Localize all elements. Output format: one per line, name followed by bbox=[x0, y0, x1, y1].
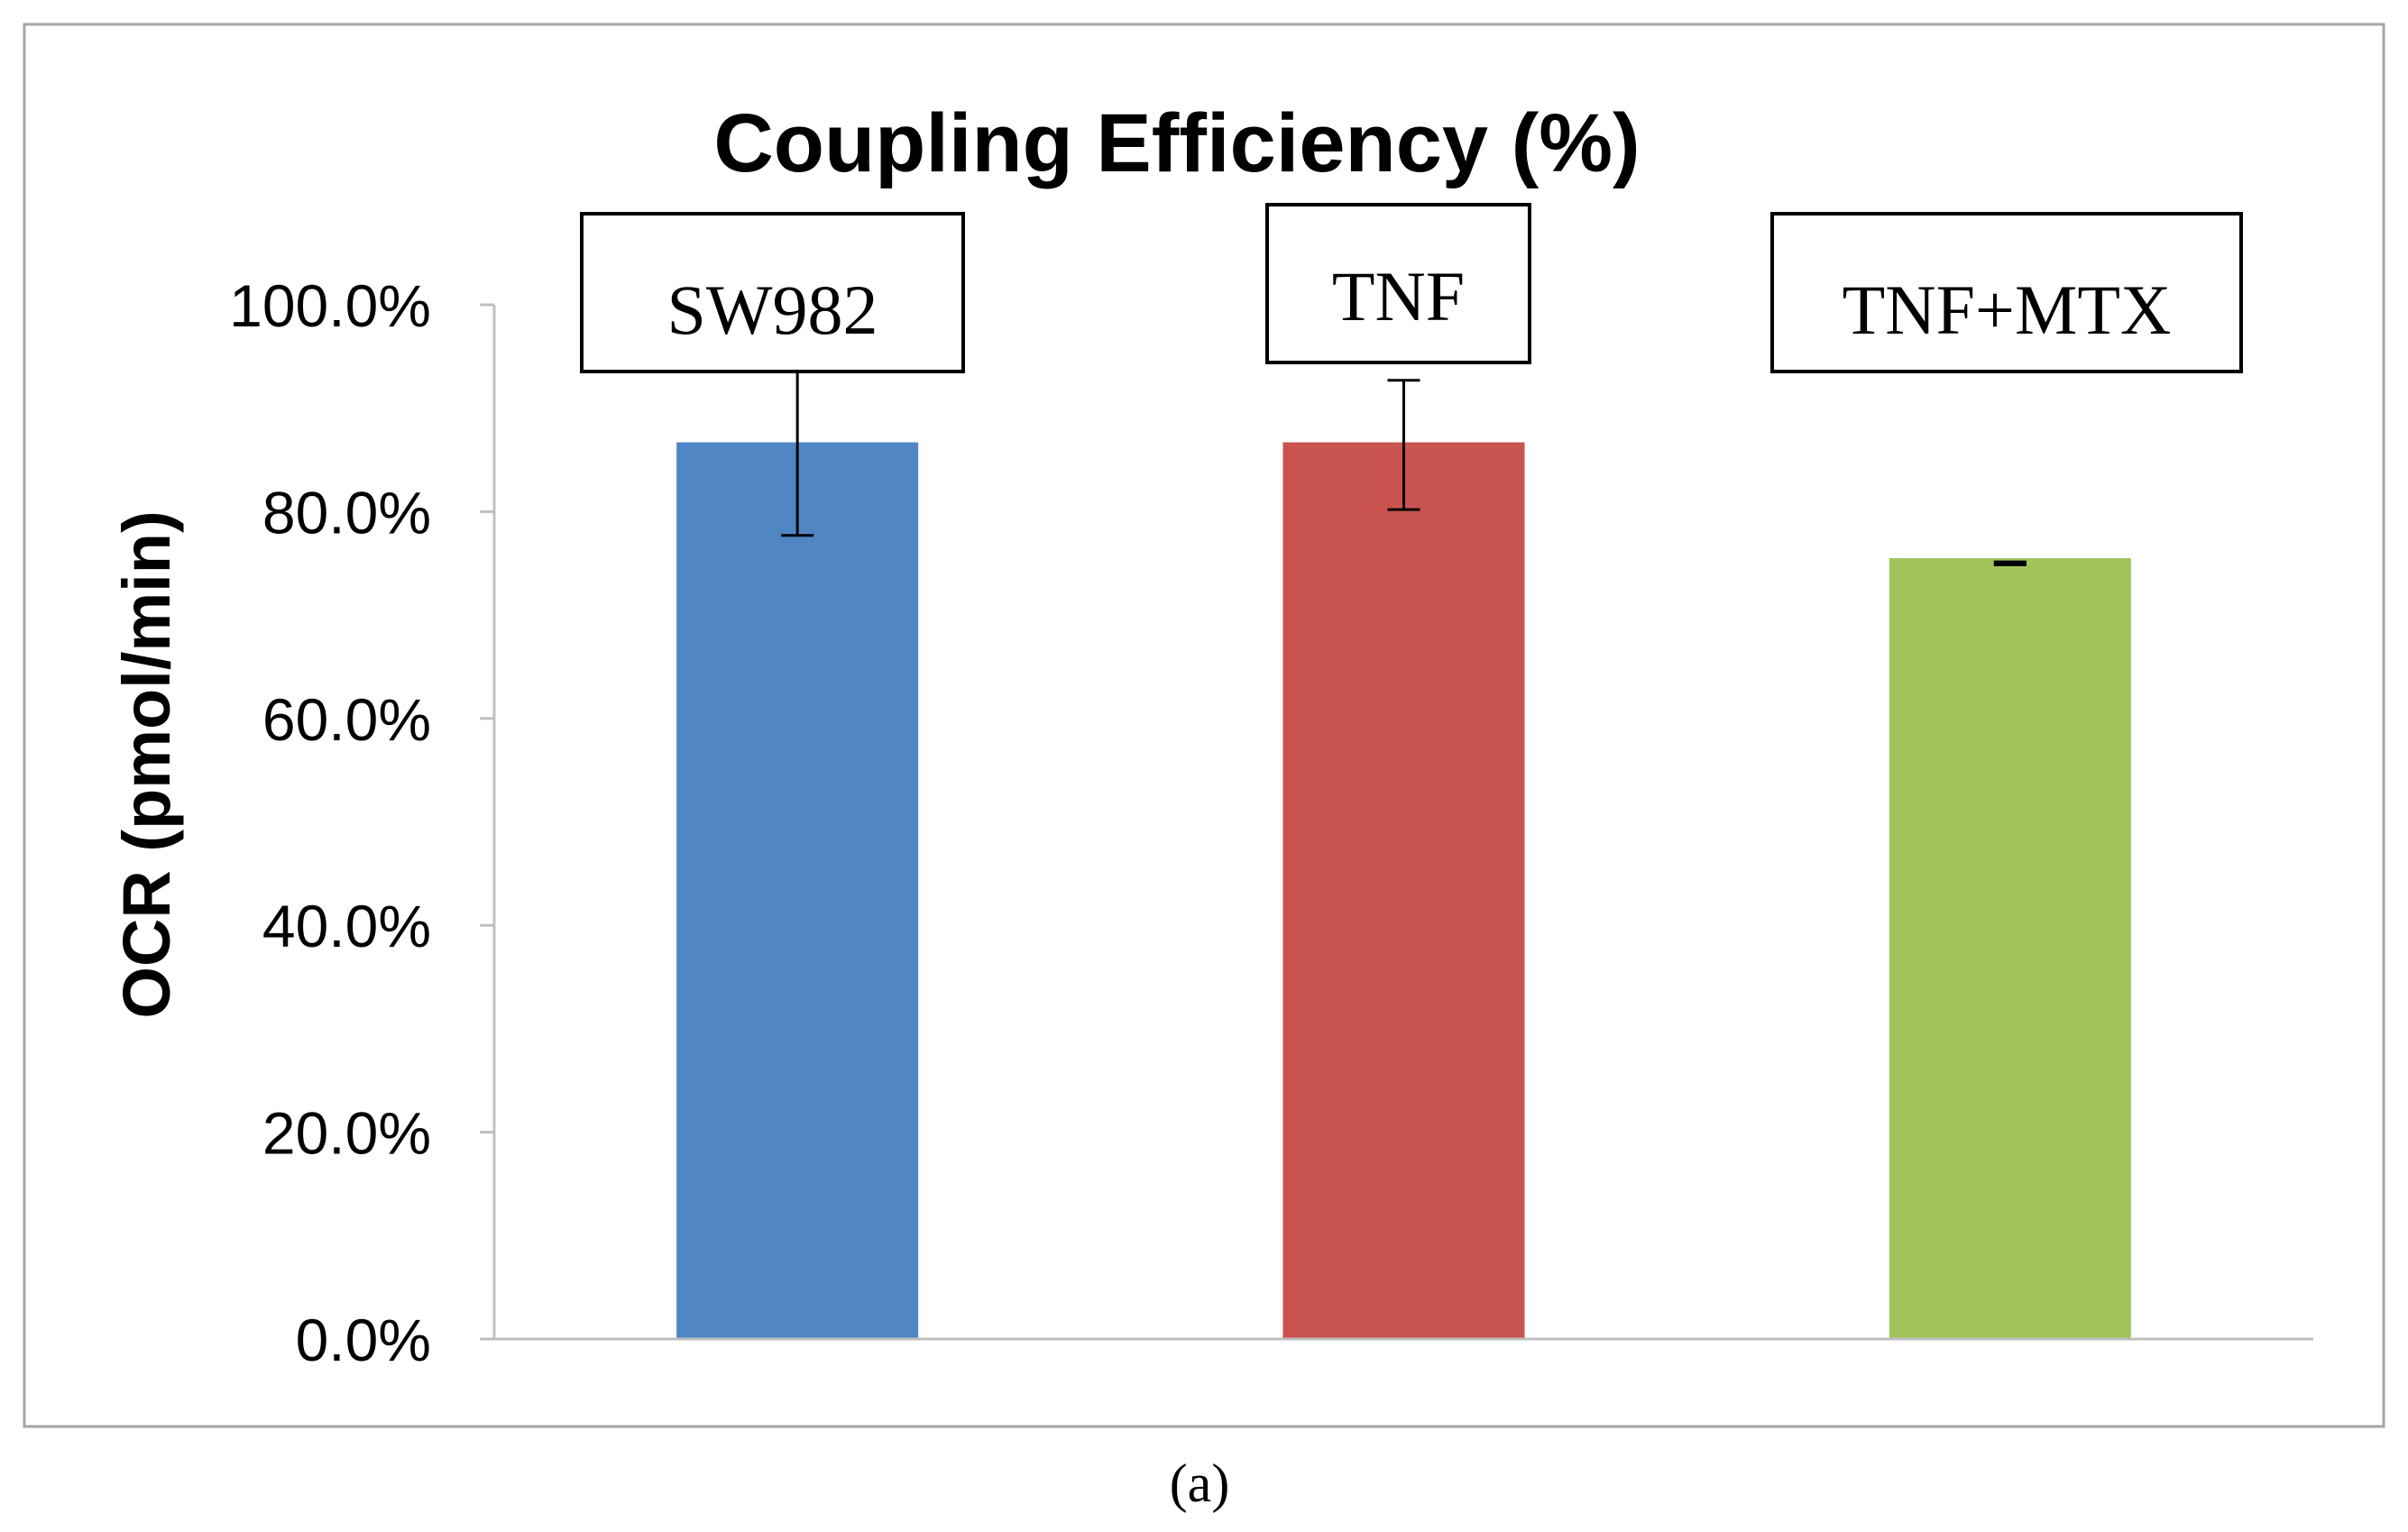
category-label: SW982 bbox=[667, 271, 878, 349]
y-tick-label: 60.0% bbox=[262, 686, 431, 753]
category-label-box bbox=[580, 212, 965, 373]
category-labels: SW982 TNF TNF+MTX bbox=[580, 203, 2243, 373]
category-label: TNF bbox=[1332, 257, 1465, 335]
category-label: TNF+MTX bbox=[1843, 271, 2172, 349]
category-label-box bbox=[1770, 212, 2243, 373]
y-axis: 0.0% 20.0% 40.0% 60.0% 80.0% 100.0% bbox=[229, 272, 496, 1373]
bars bbox=[676, 442, 2131, 1339]
bar-sw982 bbox=[676, 442, 919, 1339]
bar-tnf bbox=[1282, 442, 1525, 1339]
y-tick-label: 20.0% bbox=[262, 1100, 431, 1167]
y-tick-label: 80.0% bbox=[262, 479, 431, 546]
chart-title: Coupling Efficiency (%) bbox=[713, 97, 1640, 189]
category-label-box bbox=[1265, 203, 1531, 364]
figure-caption: (a) bbox=[1170, 1454, 1230, 1513]
bar-tnf-mtx bbox=[1889, 558, 2131, 1339]
y-tick-label: 100.0% bbox=[229, 272, 431, 339]
y-axis-label: OCR (pmol/min) bbox=[109, 510, 184, 1018]
y-tick-label: 40.0% bbox=[262, 893, 431, 959]
y-tick-label: 0.0% bbox=[296, 1307, 431, 1373]
